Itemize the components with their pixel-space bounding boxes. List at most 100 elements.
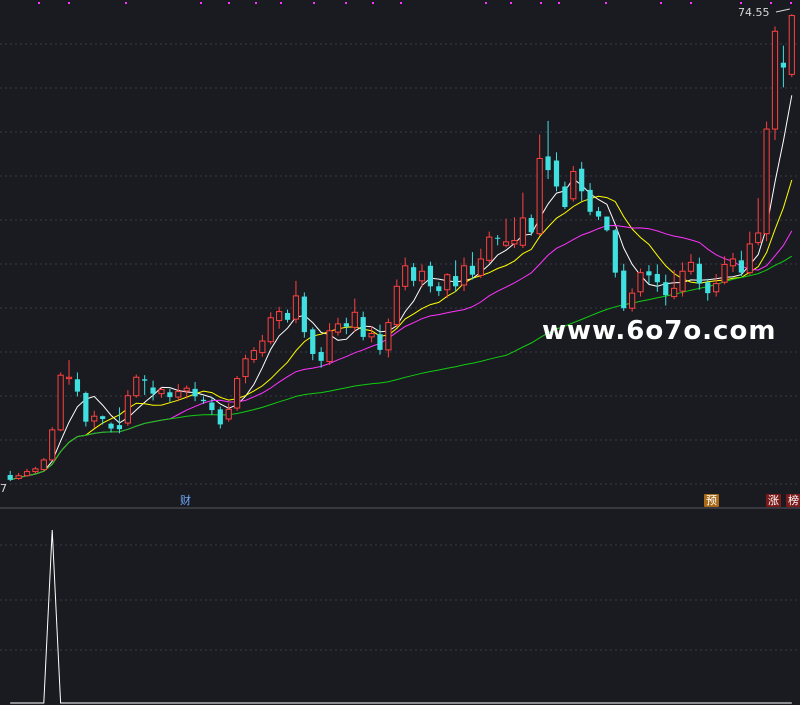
candle-body-down [83, 392, 89, 422]
candle-body-up [629, 292, 636, 309]
candle-body-up [385, 322, 392, 351]
candle-body-up [65, 376, 73, 380]
top-marker [485, 2, 487, 4]
candle-body-up [259, 340, 266, 354]
candle-body-down [301, 296, 307, 333]
indicator-line [10, 529, 792, 704]
candle-body-up [519, 217, 526, 246]
top-marker [400, 2, 402, 4]
candle-body-down [604, 216, 610, 231]
candle-body-up [326, 330, 333, 363]
candle-body-up [334, 323, 342, 333]
candle-body-down [343, 323, 349, 327]
candle-body-down [545, 156, 551, 171]
candle-body-up [671, 287, 678, 298]
min-price-label: 7 [0, 482, 7, 495]
candle-body-up [91, 415, 98, 422]
top-marker [313, 2, 315, 4]
candle-body-down [318, 351, 324, 361]
top-marker [125, 2, 127, 4]
max-price-label: 74.55 [738, 6, 770, 19]
candle-body-down [553, 160, 560, 187]
top-marker [372, 2, 374, 4]
candle-body-down [595, 211, 602, 217]
event-tag-bang[interactable]: 榜 [786, 494, 800, 507]
candle-body-down [528, 217, 534, 233]
top-marker [790, 2, 792, 4]
candle-body-down [411, 267, 417, 281]
candle-body-down [108, 423, 114, 429]
candle-body-down [150, 387, 156, 394]
candle-body-down [469, 265, 476, 275]
candle-body-up [267, 317, 274, 343]
top-marker [510, 2, 512, 4]
candle-body-up [158, 389, 165, 395]
candle-body-up [721, 263, 728, 283]
top-marker [770, 2, 772, 4]
candle-body-up [292, 295, 300, 320]
candle-body-down [495, 237, 501, 239]
candle-body-down [142, 379, 148, 381]
candle-body-down [200, 399, 207, 402]
candle-body-up [536, 157, 543, 235]
candle-body-up [175, 391, 182, 398]
top-marker [690, 2, 692, 4]
event-tag-cai[interactable]: 财 [180, 494, 191, 507]
candle-body-down [579, 168, 585, 192]
top-marker [255, 2, 257, 4]
top-marker [280, 2, 282, 4]
candle-body-up [276, 311, 283, 321]
candle-body-up [755, 232, 762, 244]
candle-body-up [133, 376, 140, 397]
candle-body-up [679, 270, 686, 292]
candle-body-down [310, 329, 316, 354]
candle-body-up [250, 350, 258, 360]
candle-body-down [7, 475, 13, 480]
candle-body-up [687, 261, 695, 272]
candle-body-up [183, 387, 190, 392]
top-marker [200, 2, 202, 4]
candle-body-up [511, 240, 518, 245]
candle-body-up [32, 468, 39, 473]
candle-body-up [444, 274, 451, 291]
candle-body-up [477, 258, 484, 276]
candle-body-up [57, 374, 64, 431]
candle-body-down [621, 270, 627, 309]
candle-body-up [393, 285, 400, 326]
top-marker [558, 2, 560, 4]
candle-body-up [234, 378, 241, 409]
candle-body-up [460, 265, 468, 286]
event-tag-yu[interactable]: 预 [704, 494, 719, 507]
top-marker [38, 2, 40, 4]
candle-body-down [696, 263, 702, 284]
candle-body-up [763, 128, 770, 235]
ma-line-ma_mid [10, 179, 793, 481]
top-marker [228, 2, 230, 4]
top-marker [660, 2, 662, 4]
ma-line-ma_short [10, 95, 793, 481]
candle-body-down [562, 186, 568, 208]
candle-body-up [486, 236, 493, 261]
candle-body-down [663, 282, 669, 296]
candle-body-up [402, 265, 409, 287]
candle-body-up [771, 30, 779, 130]
candle-body-down [654, 274, 660, 283]
candle-body-down [780, 62, 786, 68]
candle-body-up [15, 475, 22, 479]
candle-body-down [705, 282, 711, 294]
max-price-arrow [775, 8, 790, 13]
event-tag-zhang[interactable]: 涨 [766, 494, 781, 507]
candle-body-down [167, 392, 173, 398]
candle-body-up [124, 395, 131, 424]
candle-body-down [427, 265, 434, 287]
candle-body-down [100, 416, 106, 419]
candle-body-down [209, 402, 215, 411]
candle-body-up [570, 170, 577, 200]
candle-body-up [242, 358, 249, 378]
candle-body-down [116, 425, 123, 430]
candle-body-up [23, 471, 31, 477]
top-marker [68, 2, 70, 4]
candle-body-down [612, 230, 618, 273]
top-marker [345, 2, 347, 4]
